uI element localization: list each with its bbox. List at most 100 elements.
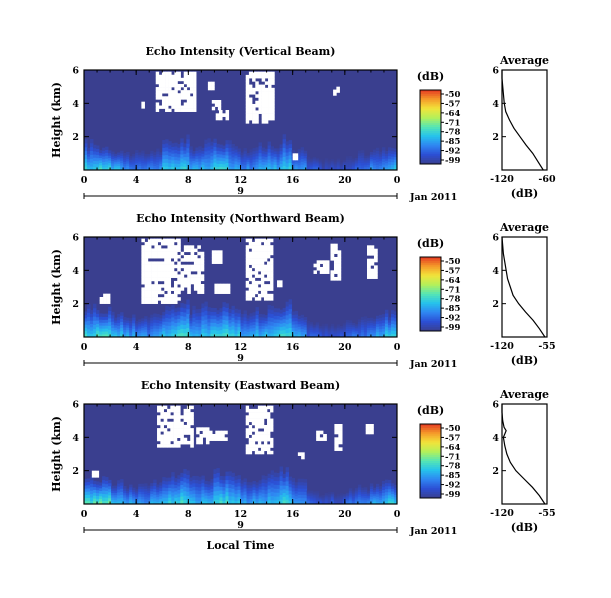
echo-cell [153,494,157,499]
echo-cell [159,167,163,171]
echo-cell [378,320,383,324]
nodata-cell [196,427,200,431]
echo-cell [360,501,365,505]
nodata-cell [218,257,223,261]
echo-cell [192,325,196,330]
colorbar-segment [420,436,441,439]
echo-cell [309,500,314,503]
echo-cell [177,493,181,498]
echo-cell [315,327,320,331]
nodata-cell [157,254,162,259]
echo-cell [120,324,124,329]
echo-cell [129,157,133,160]
echo-cell [348,168,353,171]
nodata-cell [270,267,274,272]
echo-cell [138,163,142,167]
nodata-cell [147,277,152,282]
echo-cell [324,495,329,498]
echo-cell [270,482,275,488]
echo-cell [324,333,329,336]
nodata-cell [264,71,269,76]
nodata-cell [260,425,265,429]
nodata-cell [164,238,168,243]
echo-cell [90,326,94,331]
nodata-cell [202,427,207,431]
echo-cell [312,494,317,497]
nodata-cell [220,290,225,294]
echo-cell [210,322,214,327]
nodata-cell [248,100,253,105]
echo-cell [207,489,211,494]
echo-cell [120,321,124,326]
echo-cell [159,326,163,330]
nodata-cell [176,405,181,410]
echo-cell [255,318,259,323]
echo-cell [339,167,344,169]
echo-cell [225,307,229,313]
echo-cell [177,478,181,483]
echo-cell [243,500,247,505]
echo-cell [90,320,94,324]
nodata-cell [258,84,262,89]
nodata-cell [144,248,149,252]
echo-cell [252,333,256,338]
echo-cell [171,325,175,330]
echo-cell [228,143,232,149]
nodata-cell [166,431,171,435]
echo-cell [276,500,281,505]
nodata-cell [200,264,205,269]
echo-cell [192,162,196,166]
nodata-cell [365,427,370,431]
echo-cell [216,143,220,148]
echo-cell [294,333,299,338]
nodata-cell [180,440,184,445]
echo-cell [117,154,121,158]
nodata-cell [248,87,253,92]
echo-cell [213,307,217,313]
nodata-cell [170,241,175,246]
nodata-cell [301,455,305,460]
nodata-cell [160,297,165,301]
echo-cell [381,158,386,162]
echo-cell [174,333,178,338]
echo-cell [174,315,178,320]
echo-cell [345,495,350,498]
echo-cell [339,161,344,164]
echo-cell [192,500,196,505]
echo-cell [381,498,386,502]
nodata-cell [367,248,371,253]
echo-cell [267,316,271,322]
colorbar-segment [420,155,441,159]
nodata-cell [180,90,185,94]
echo-cell [378,167,383,171]
echo-cell [147,156,151,159]
echo-cell [84,491,88,495]
nodata-cell [254,241,259,246]
nodata-cell [171,74,175,79]
echo-cell [114,155,118,159]
echo-cell [261,478,265,483]
echo-cell [135,489,139,492]
echo-cell [252,321,256,325]
nodata-cell [170,415,174,419]
nodata-cell [209,437,213,441]
nodata-cell [189,96,194,100]
echo-cell [357,167,362,171]
colorbar-tick-label: -99 [445,490,460,500]
nodata-cell [254,418,259,423]
nodata-cell [267,293,271,298]
echo-cell [390,496,395,500]
nodata-cell [248,437,253,442]
nodata-cell [248,425,253,429]
nodata-cell [373,275,378,279]
echo-cell [342,495,347,497]
echo-cell [285,485,290,491]
echo-cell [321,496,326,498]
nodata-cell [251,412,256,416]
nodata-cell [158,83,163,88]
echo-cell [189,490,193,495]
echo-cell [219,497,223,501]
echo-cell [354,500,359,503]
echo-cell [165,317,169,322]
echo-cell [282,152,287,157]
